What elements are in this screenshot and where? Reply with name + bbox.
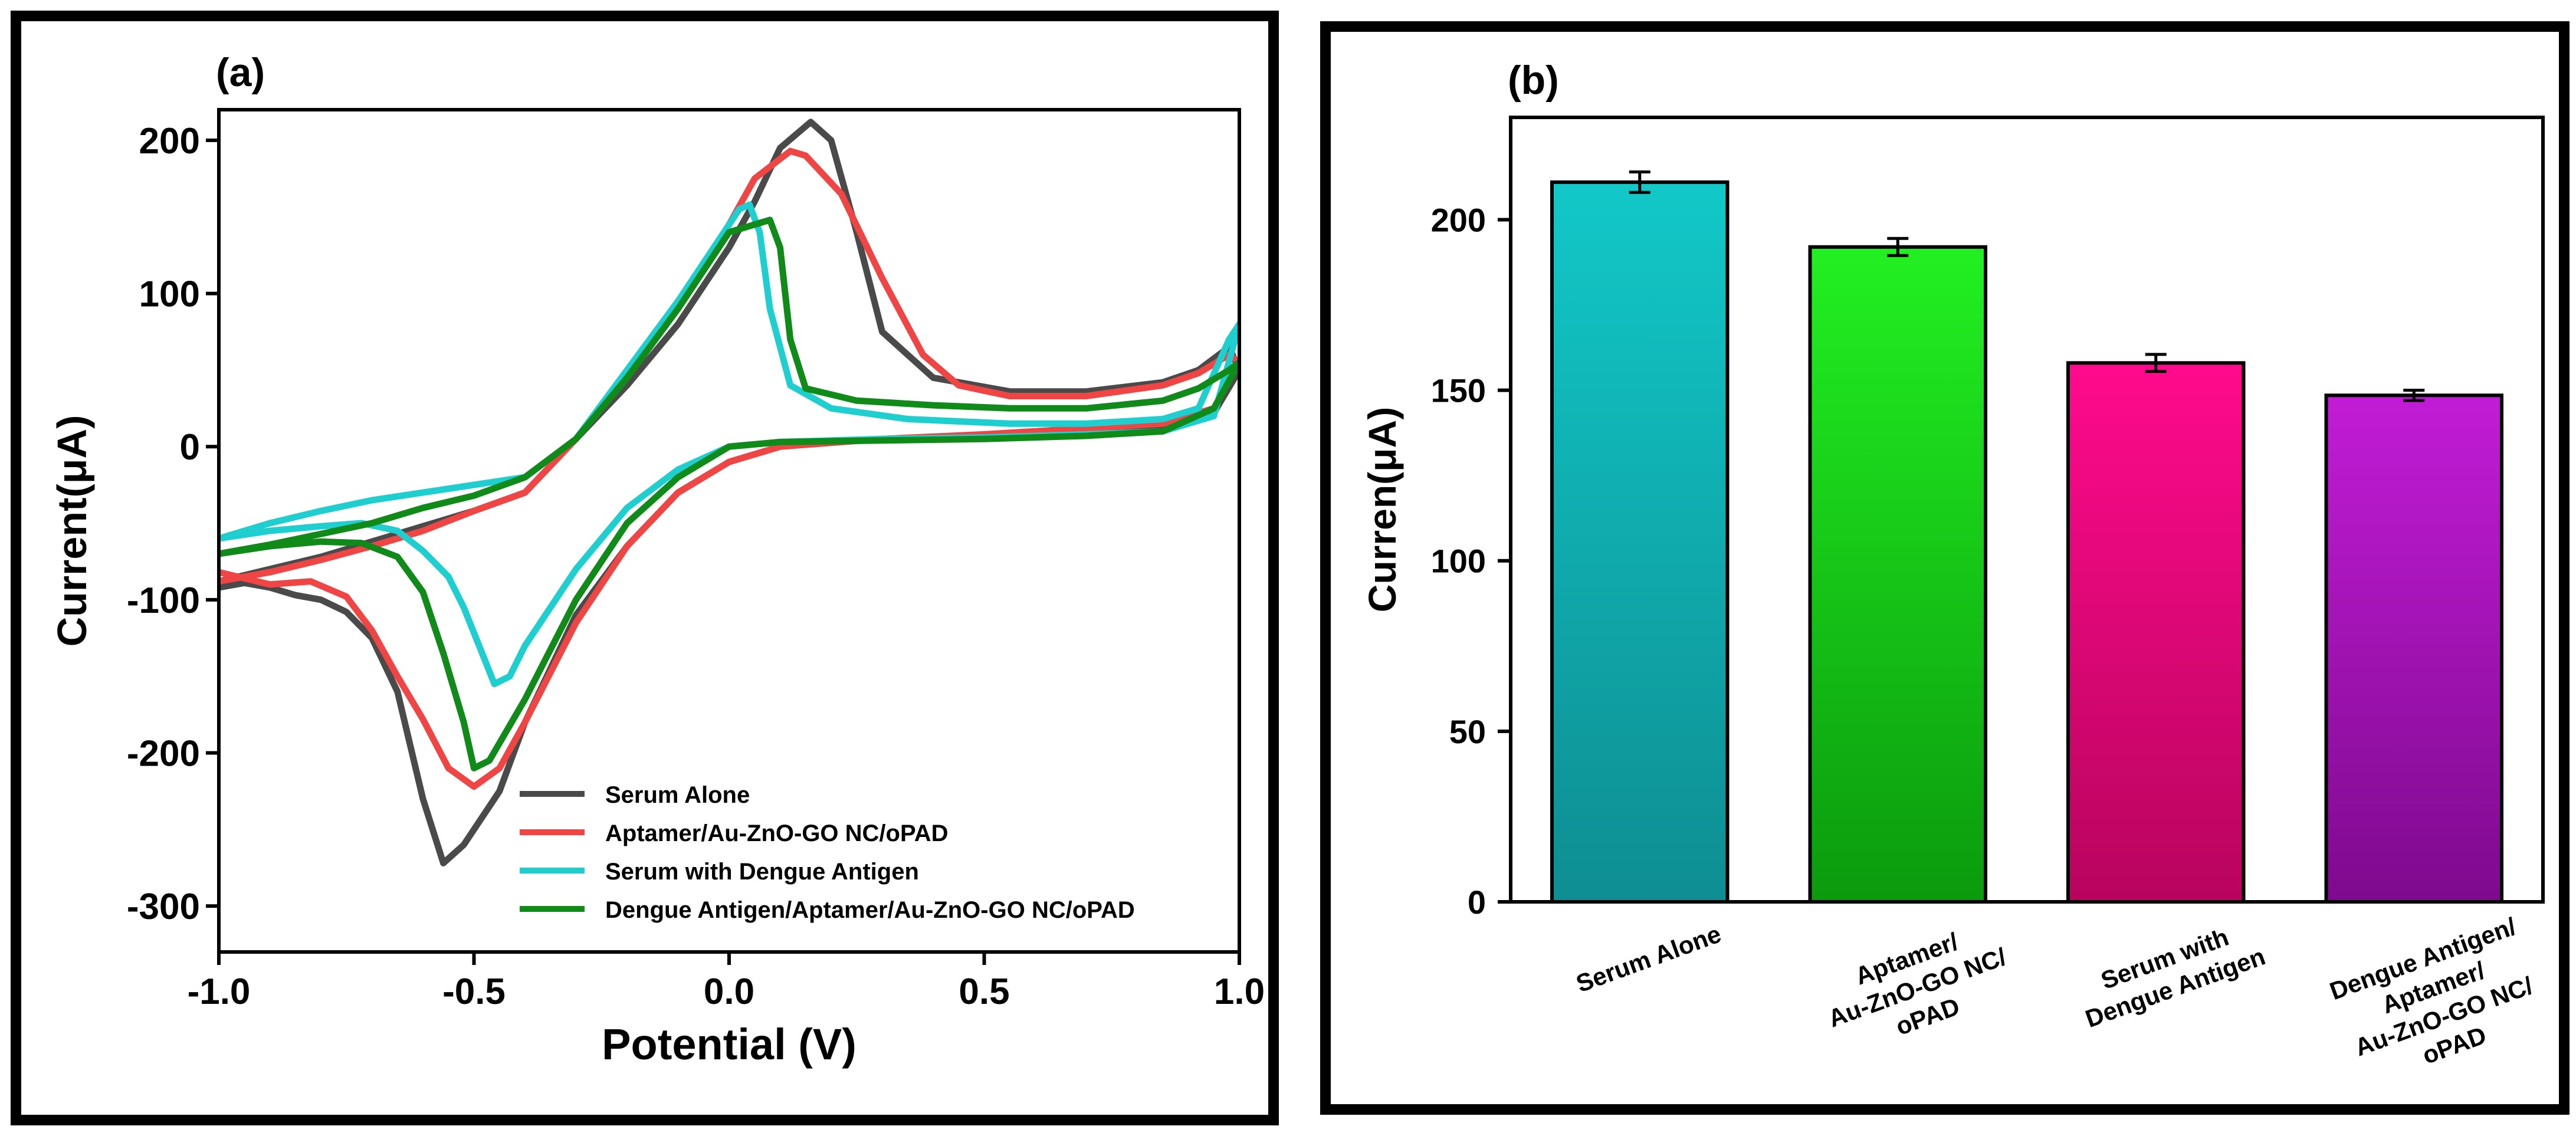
y-tick-label-b: 100 xyxy=(1431,543,1486,580)
panel-b: (b) 0 50 100 150 200 Serum Alone Aptamer/Au-ZnO… xyxy=(1320,21,2570,1115)
legend-label-1: Serum Alone xyxy=(605,782,750,808)
y-tick-label-a: 100 xyxy=(139,274,200,315)
legend-label-3: Serum with Dengue Antigen xyxy=(605,859,919,885)
y-tick-label-a: 200 xyxy=(139,121,200,162)
y-tick-label-b: 150 xyxy=(1431,372,1486,409)
x-category-label-2: Aptamer/Au-ZnO-GO NC/oPAD xyxy=(1814,914,2020,1062)
panel-label-a: (a) xyxy=(216,50,265,95)
y-axis-label-a: Current(μA) xyxy=(49,415,95,647)
legend-label-2: Aptamer/Au-ZnO-GO NC/oPAD xyxy=(605,820,948,846)
bar-2 xyxy=(1808,245,1987,904)
series-line-1 xyxy=(219,119,1239,866)
bar-3 xyxy=(2066,361,2246,904)
x-axis-label-a: Potential (V) xyxy=(602,1020,857,1069)
x-category-label-3: Serum withDengue Antigen xyxy=(2071,913,2269,1033)
x-tick-label-a: 0.5 xyxy=(959,971,1009,1012)
x-category-label-4: Dengue Antigen/Aptamer/Au-ZnO-GO NC/oPAD xyxy=(2326,912,2551,1091)
panel-a: (a) -300 -200 -100 0 100 200 -1.0 -0.5 0.0 0.5 1.0 P… xyxy=(11,11,1279,1125)
series-line-4 xyxy=(219,216,1239,771)
y-tick-label-b: 0 xyxy=(1468,884,1486,921)
bar-1 xyxy=(1550,180,1730,904)
bar-4 xyxy=(2324,393,2503,904)
y-tick-label-b: 50 xyxy=(1449,713,1486,750)
x-tick-label-a: 0.0 xyxy=(704,971,754,1012)
y-tick-label-a: -100 xyxy=(127,580,200,621)
x-tick-label-a: 1.0 xyxy=(1214,971,1265,1012)
y-tick-label-a: -300 xyxy=(127,887,200,927)
y-tick-label-b: 200 xyxy=(1431,201,1486,238)
legend-label-4: Dengue Antigen/Aptamer/Au-ZnO-GO NC/oPAD xyxy=(605,897,1135,923)
bar-chart: (b) 0 50 100 150 200 Serum Alone Aptamer/Au-ZnO… xyxy=(1360,58,2551,1091)
panel-label-b: (b) xyxy=(1508,58,1559,103)
x-category-label-1: Serum Alone xyxy=(1573,920,1725,997)
plot-frame-b xyxy=(1509,116,2545,904)
y-tick-label-a: 0 xyxy=(180,427,200,468)
y-tick-label-a: -200 xyxy=(127,733,200,774)
y-axis-label-b: Curren(μA) xyxy=(1360,407,1404,612)
x-tick-label-a: -0.5 xyxy=(442,971,506,1012)
x-tick-label-a: -1.0 xyxy=(188,971,251,1012)
cv-chart: (a) -300 -200 -100 0 100 200 -1.0 -0.5 0.0 0.5 1.0 P… xyxy=(49,50,1265,1069)
